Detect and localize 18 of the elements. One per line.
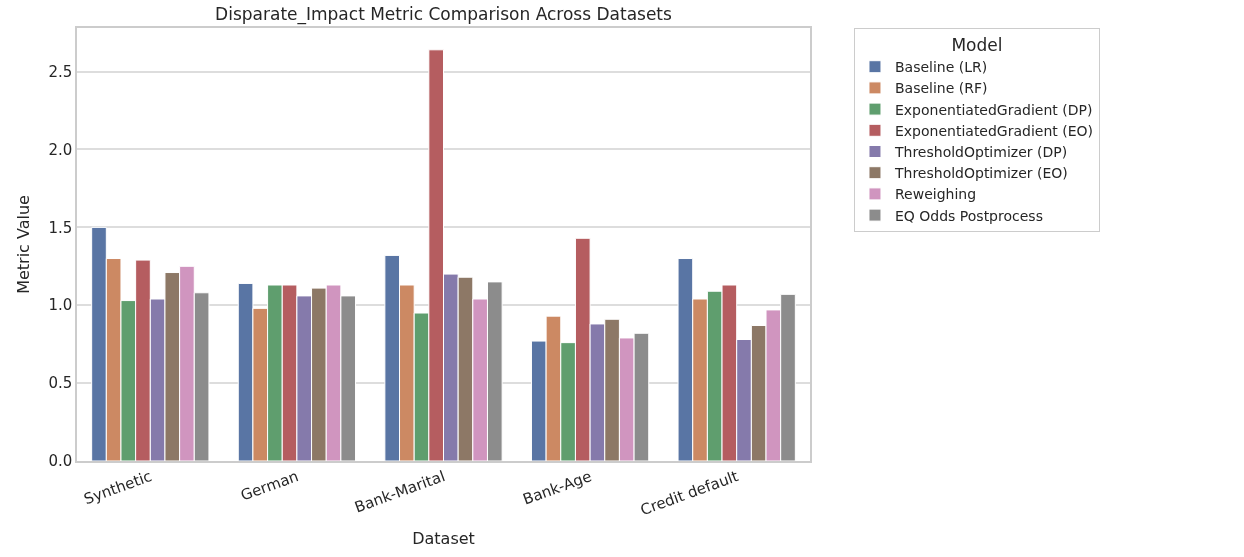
legend-label: ExponentiatedGradient (DP) (894, 101, 1093, 118)
y-tick-label: 1.0 (48, 296, 73, 315)
legend-label: Baseline (LR) (894, 59, 988, 76)
legend-label: ExponentiatedGradient (EO) (894, 122, 1094, 139)
y-tick-label: 2.5 (48, 62, 73, 81)
y-tick-label: 0.0 (48, 452, 73, 471)
y-tick-label: 2.0 (48, 140, 73, 159)
legend-label: ThresholdOptimizer (EO) (893, 165, 1068, 182)
y-axis-title: Metric Value (13, 195, 33, 294)
x-axis-title: Dataset (412, 529, 475, 549)
legend-label: EQ Odds Postprocess (894, 207, 1043, 224)
chart-title: Disparate_Impact Metric Comparison Across Datasets (215, 4, 673, 26)
legend-label: Baseline (RF) (894, 80, 988, 97)
legend-label: Reweighing (894, 186, 977, 203)
y-tick-label: 0.5 (48, 374, 73, 393)
legend-label: ThresholdOptimizer (DP) (893, 143, 1068, 160)
y-tick-label: 1.5 (48, 218, 73, 237)
legend-title: Model (951, 35, 1003, 56)
